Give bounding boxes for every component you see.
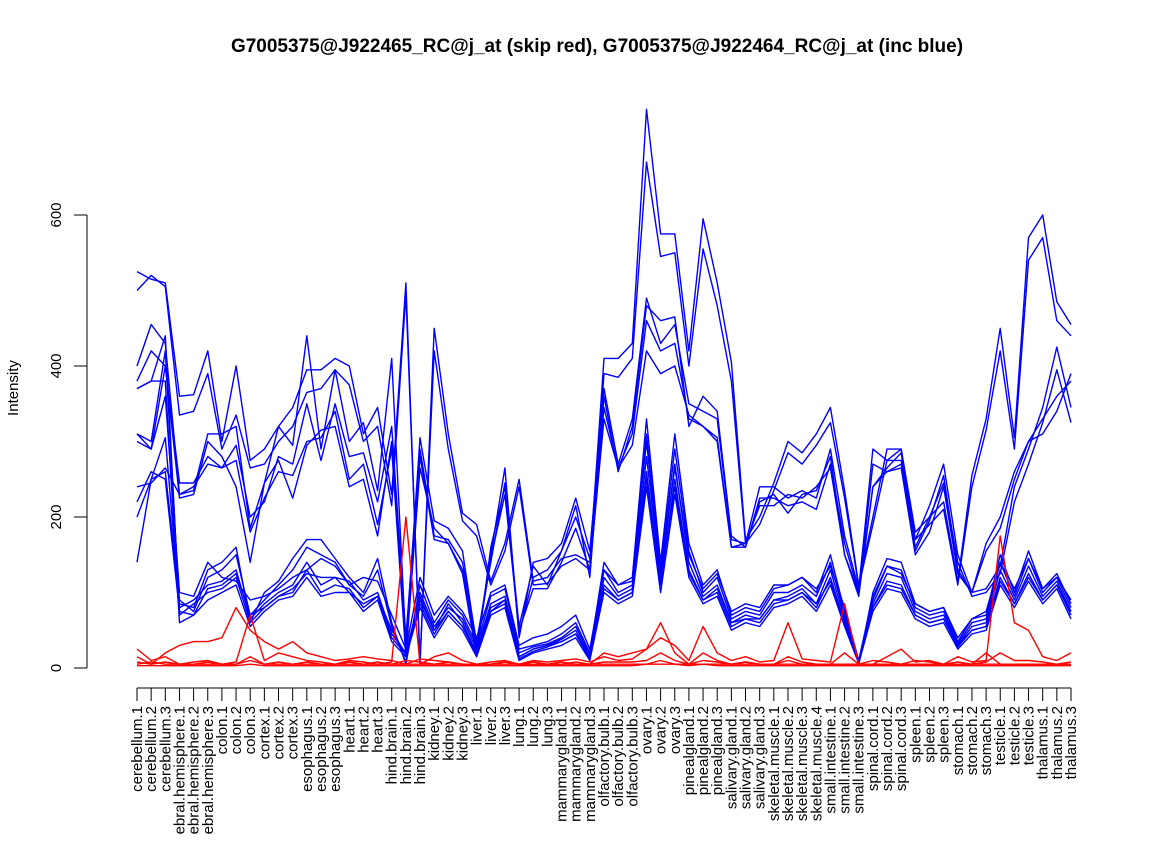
x-tick-label: ovary.2 xyxy=(653,706,670,754)
inc-blue-series-line xyxy=(136,395,1072,662)
x-tick-label: testicle.3 xyxy=(1021,706,1038,765)
x-tick-label: olfactory.bulb.3 xyxy=(624,706,641,807)
x-tick-label: thalamus.2 xyxy=(1049,706,1066,779)
x-tick-label: small.intestine.1 xyxy=(822,706,839,814)
x-tick-label: stomach.3 xyxy=(978,706,995,775)
x-tick-label: skeletal.muscle.1 xyxy=(766,706,783,821)
x-tick-label: thalamus.3 xyxy=(1063,706,1080,779)
x-tick-label: spinal.cord.1 xyxy=(865,706,882,791)
x-tick-label: lung.2 xyxy=(525,706,542,747)
x-tick-label: thalamus.1 xyxy=(1035,706,1052,779)
x-tick-label: stomach.2 xyxy=(964,706,981,775)
x-tick-label: ebral.hemisphere.2 xyxy=(186,706,203,834)
x-tick-label: spleen.2 xyxy=(921,706,938,763)
x-tick-label: mammarygland.1 xyxy=(554,706,571,822)
x-tick-label: liver.1 xyxy=(469,706,486,745)
x-tick-label: small.intestine.2 xyxy=(837,706,854,814)
x-tick-label: olfactory.bulb.2 xyxy=(610,706,627,807)
inc-blue-series-line xyxy=(136,380,1072,665)
y-axis: 0 200 400 600 xyxy=(48,202,88,672)
x-tick-label: kidney.2 xyxy=(440,706,457,761)
skip-red-series-line xyxy=(137,663,1071,667)
x-tick-label: pinealgland.3 xyxy=(709,706,726,795)
x-tick-label: cerebellum.2 xyxy=(143,706,160,792)
x-tick-label: spleen.1 xyxy=(907,706,924,763)
x-tick-label: cortex.2 xyxy=(271,706,288,759)
x-tick-label: esophagus.3 xyxy=(327,706,344,792)
x-tick-label: pinealgland.1 xyxy=(681,706,698,795)
skip-red-series-line xyxy=(136,606,1071,665)
x-tick-label: mammarygland.3 xyxy=(582,706,599,822)
y-tick-label: 600 xyxy=(48,202,65,227)
x-tick-label: kidney.3 xyxy=(454,706,471,761)
inc-blue-series-line xyxy=(136,350,1072,663)
x-tick-label: testicle.1 xyxy=(992,706,1009,765)
chart-title: G7005375@J922465_RC@j_at (skip red), G70… xyxy=(231,36,963,57)
x-tick-label: lung.1 xyxy=(511,706,528,747)
x-tick-label: kidney.1 xyxy=(426,706,443,761)
inc-blue-series-line xyxy=(136,335,1072,664)
x-tick-label: lung.3 xyxy=(539,706,556,747)
inc-blue-series-line xyxy=(136,350,1072,658)
x-tick-label: cortex.3 xyxy=(285,706,302,759)
y-axis-label: Intensity xyxy=(5,360,22,416)
x-tick-label: colon.2 xyxy=(228,706,245,754)
x-tick-label: hind.brain.3 xyxy=(412,706,429,784)
y-tick-label: 200 xyxy=(48,504,65,529)
x-tick-label: cerebellum.3 xyxy=(157,706,174,792)
x-tick-label: salivary.gland.1 xyxy=(723,706,740,809)
x-tick-label: ovary.3 xyxy=(667,706,684,754)
x-tick-label: olfactory.bulb.1 xyxy=(596,706,613,807)
inc-blue-series-line xyxy=(136,297,1072,647)
x-tick-label: colon.1 xyxy=(214,706,231,754)
x-tick-label: spinal.cord.2 xyxy=(879,706,896,791)
x-tick-label: spinal.cord.3 xyxy=(893,706,910,791)
y-tick-label: 0 xyxy=(48,664,65,672)
skip-red-series-line xyxy=(136,652,1072,665)
x-tick-label: hind.brain.2 xyxy=(398,706,415,784)
x-tick-label: skeletal.muscle.2 xyxy=(780,706,797,821)
x-axis: cerebellum.1cerebellum.2cerebellum.3ebra… xyxy=(129,687,1080,834)
x-tick-label: liver.3 xyxy=(497,706,514,745)
x-tick-label: colon.3 xyxy=(242,706,259,754)
inc-blue-series-line xyxy=(136,418,1072,665)
skip-red-series-line xyxy=(136,516,1072,665)
x-tick-label: salivary.gland.3 xyxy=(752,706,769,809)
x-tick-label: ebral.hemisphere.3 xyxy=(200,706,217,834)
x-tick-label: hind.brain.1 xyxy=(384,706,401,784)
x-tick-label: small.intestine.3 xyxy=(851,706,868,814)
inc-blue-series-line xyxy=(136,433,1072,665)
x-tick-label: heart.1 xyxy=(341,706,358,753)
plot-area xyxy=(136,108,1072,667)
x-tick-label: heart.3 xyxy=(370,706,387,753)
inc-blue-series-line xyxy=(136,471,1072,663)
x-tick-label: ebral.hemisphere.1 xyxy=(171,706,188,834)
x-tick-label: spleen.3 xyxy=(936,706,953,763)
x-tick-label: esophagus.2 xyxy=(313,706,330,792)
x-tick-label: stomach.1 xyxy=(950,706,967,775)
x-tick-label: cortex.1 xyxy=(256,706,273,759)
x-tick-label: liver.2 xyxy=(483,706,500,745)
x-tick-label: ovary.1 xyxy=(638,706,655,754)
x-tick-label: mammarygland.2 xyxy=(568,706,585,822)
x-tick-label: cerebellum.1 xyxy=(129,706,146,792)
x-tick-label: skeletal.muscle.3 xyxy=(794,706,811,821)
x-tick-label: testicle.2 xyxy=(1006,706,1023,765)
x-tick-label: heart.2 xyxy=(355,706,372,753)
x-tick-label: esophagus.1 xyxy=(299,706,316,792)
x-tick-label: salivary.gland.2 xyxy=(738,706,755,809)
x-tick-label: pinealgland.2 xyxy=(695,706,712,795)
x-tick-label: skeletal.muscle.4 xyxy=(808,706,825,821)
inc-blue-series-line xyxy=(136,108,1072,665)
y-tick-label: 400 xyxy=(48,353,65,378)
